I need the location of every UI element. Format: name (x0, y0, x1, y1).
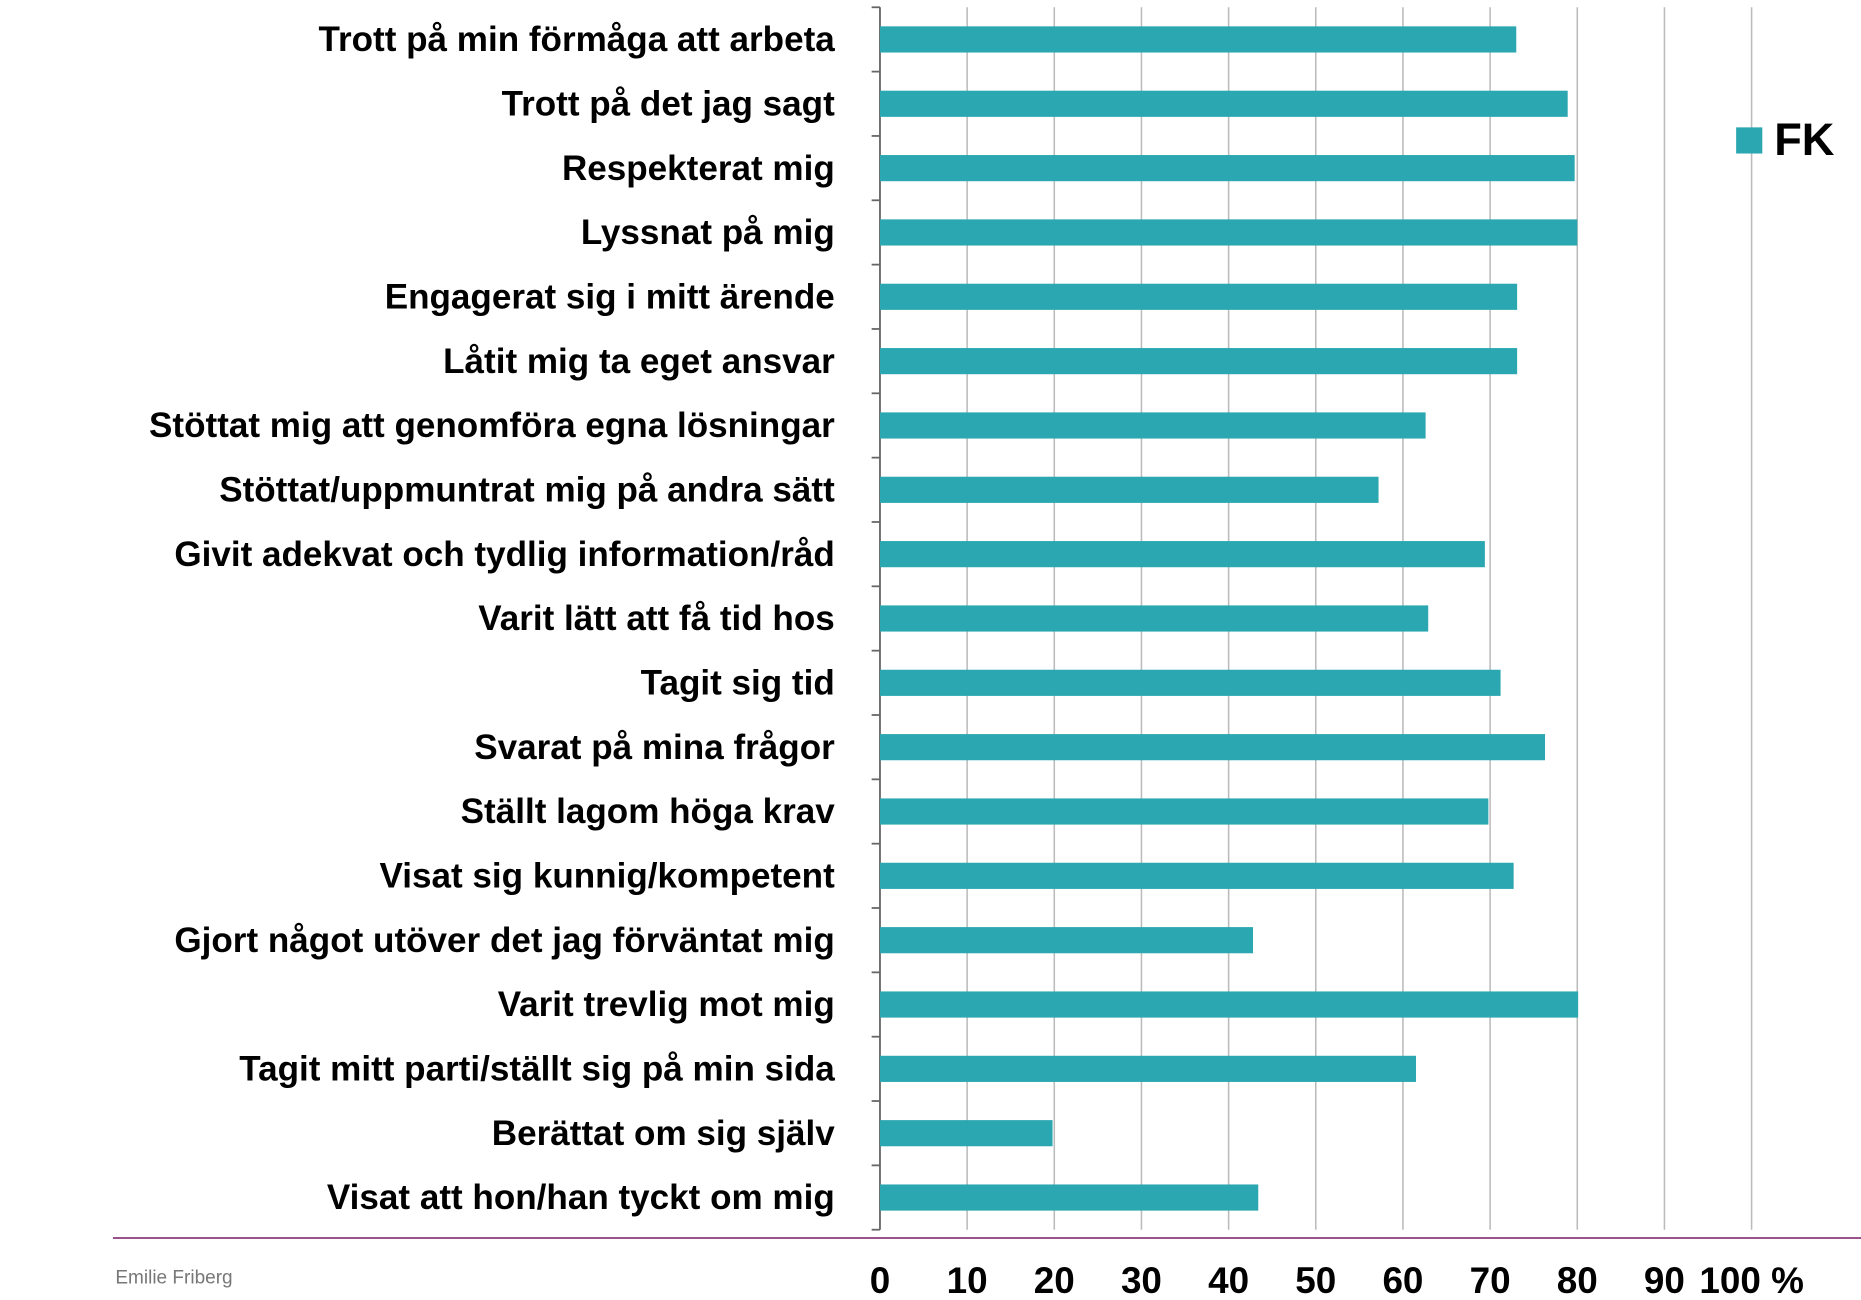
y-tick-label: Tagit mitt parti/ställt sig på min sida (239, 1050, 835, 1089)
bar (879, 155, 1575, 182)
y-tick-label: Varit trevlig mot mig (498, 985, 835, 1024)
bar (879, 26, 1517, 53)
x-tick-label: 60 (1382, 1260, 1423, 1300)
y-tick-label: Låtit mig ta eget ansvar (443, 342, 835, 381)
x-tick-label: 100 % (1699, 1260, 1804, 1300)
y-tick-label: Stöttat mig att genomföra egna lösningar (149, 406, 835, 445)
bar (879, 734, 1546, 761)
x-tick-label: 50 (1295, 1260, 1336, 1300)
bar (879, 991, 1579, 1018)
y-tick-label: Berättat om sig själv (492, 1114, 835, 1153)
y-tick-label: Respekterat mig (562, 149, 835, 188)
y-tick-label: Givit adekvat och tydlig information/råd (174, 535, 834, 574)
y-tick-label: Ställt lagom höga krav (461, 792, 836, 831)
x-tick-label: 90 (1644, 1260, 1685, 1300)
bar (879, 1055, 1417, 1082)
y-tick-label: Stöttat/uppmuntrat mig på andra sätt (219, 470, 835, 509)
x-tick-label: 10 (947, 1260, 988, 1300)
bar (879, 90, 1568, 117)
x-tick-label: 80 (1557, 1260, 1598, 1300)
y-tick-label: Visat att hon/han tyckt om mig (327, 1178, 835, 1217)
legend-label: FK (1774, 114, 1835, 165)
bar (879, 219, 1578, 246)
bar (879, 798, 1489, 825)
y-tick-label: Visat sig kunnig/kompetent (380, 856, 836, 895)
bar (879, 348, 1518, 375)
bar (879, 927, 1254, 954)
bar (879, 412, 1426, 439)
y-tick-label: Svarat på mina frågor (474, 728, 835, 767)
bar (879, 862, 1514, 889)
x-tick-label: 30 (1121, 1260, 1162, 1300)
legend-swatch (1736, 127, 1763, 154)
bar (879, 1120, 1053, 1147)
x-tick-label: 40 (1208, 1260, 1249, 1300)
y-tick-label: Tagit sig tid (641, 663, 835, 702)
y-tick-label: Lyssnat på mig (581, 213, 835, 252)
bar (879, 283, 1518, 310)
y-tick-label: Engagerat sig i mitt ärende (385, 277, 835, 316)
y-tick-label: Trott på det jag sagt (502, 84, 835, 123)
x-tick-label: 70 (1470, 1260, 1511, 1300)
y-tick-label: Trott på min förmåga att arbeta (318, 20, 835, 59)
bar (879, 476, 1379, 503)
x-tick-label: 0 (870, 1260, 891, 1300)
x-tick-label: 20 (1034, 1260, 1075, 1300)
footer-text: Emilie Friberg (115, 1267, 232, 1288)
y-tick-label: Varit lätt att få tid hos (478, 599, 835, 638)
bar (879, 1184, 1259, 1211)
bar (879, 669, 1501, 696)
bar (879, 605, 1429, 632)
bar (879, 541, 1485, 568)
y-tick-label: Gjort något utöver det jag förväntat mig (174, 921, 834, 960)
